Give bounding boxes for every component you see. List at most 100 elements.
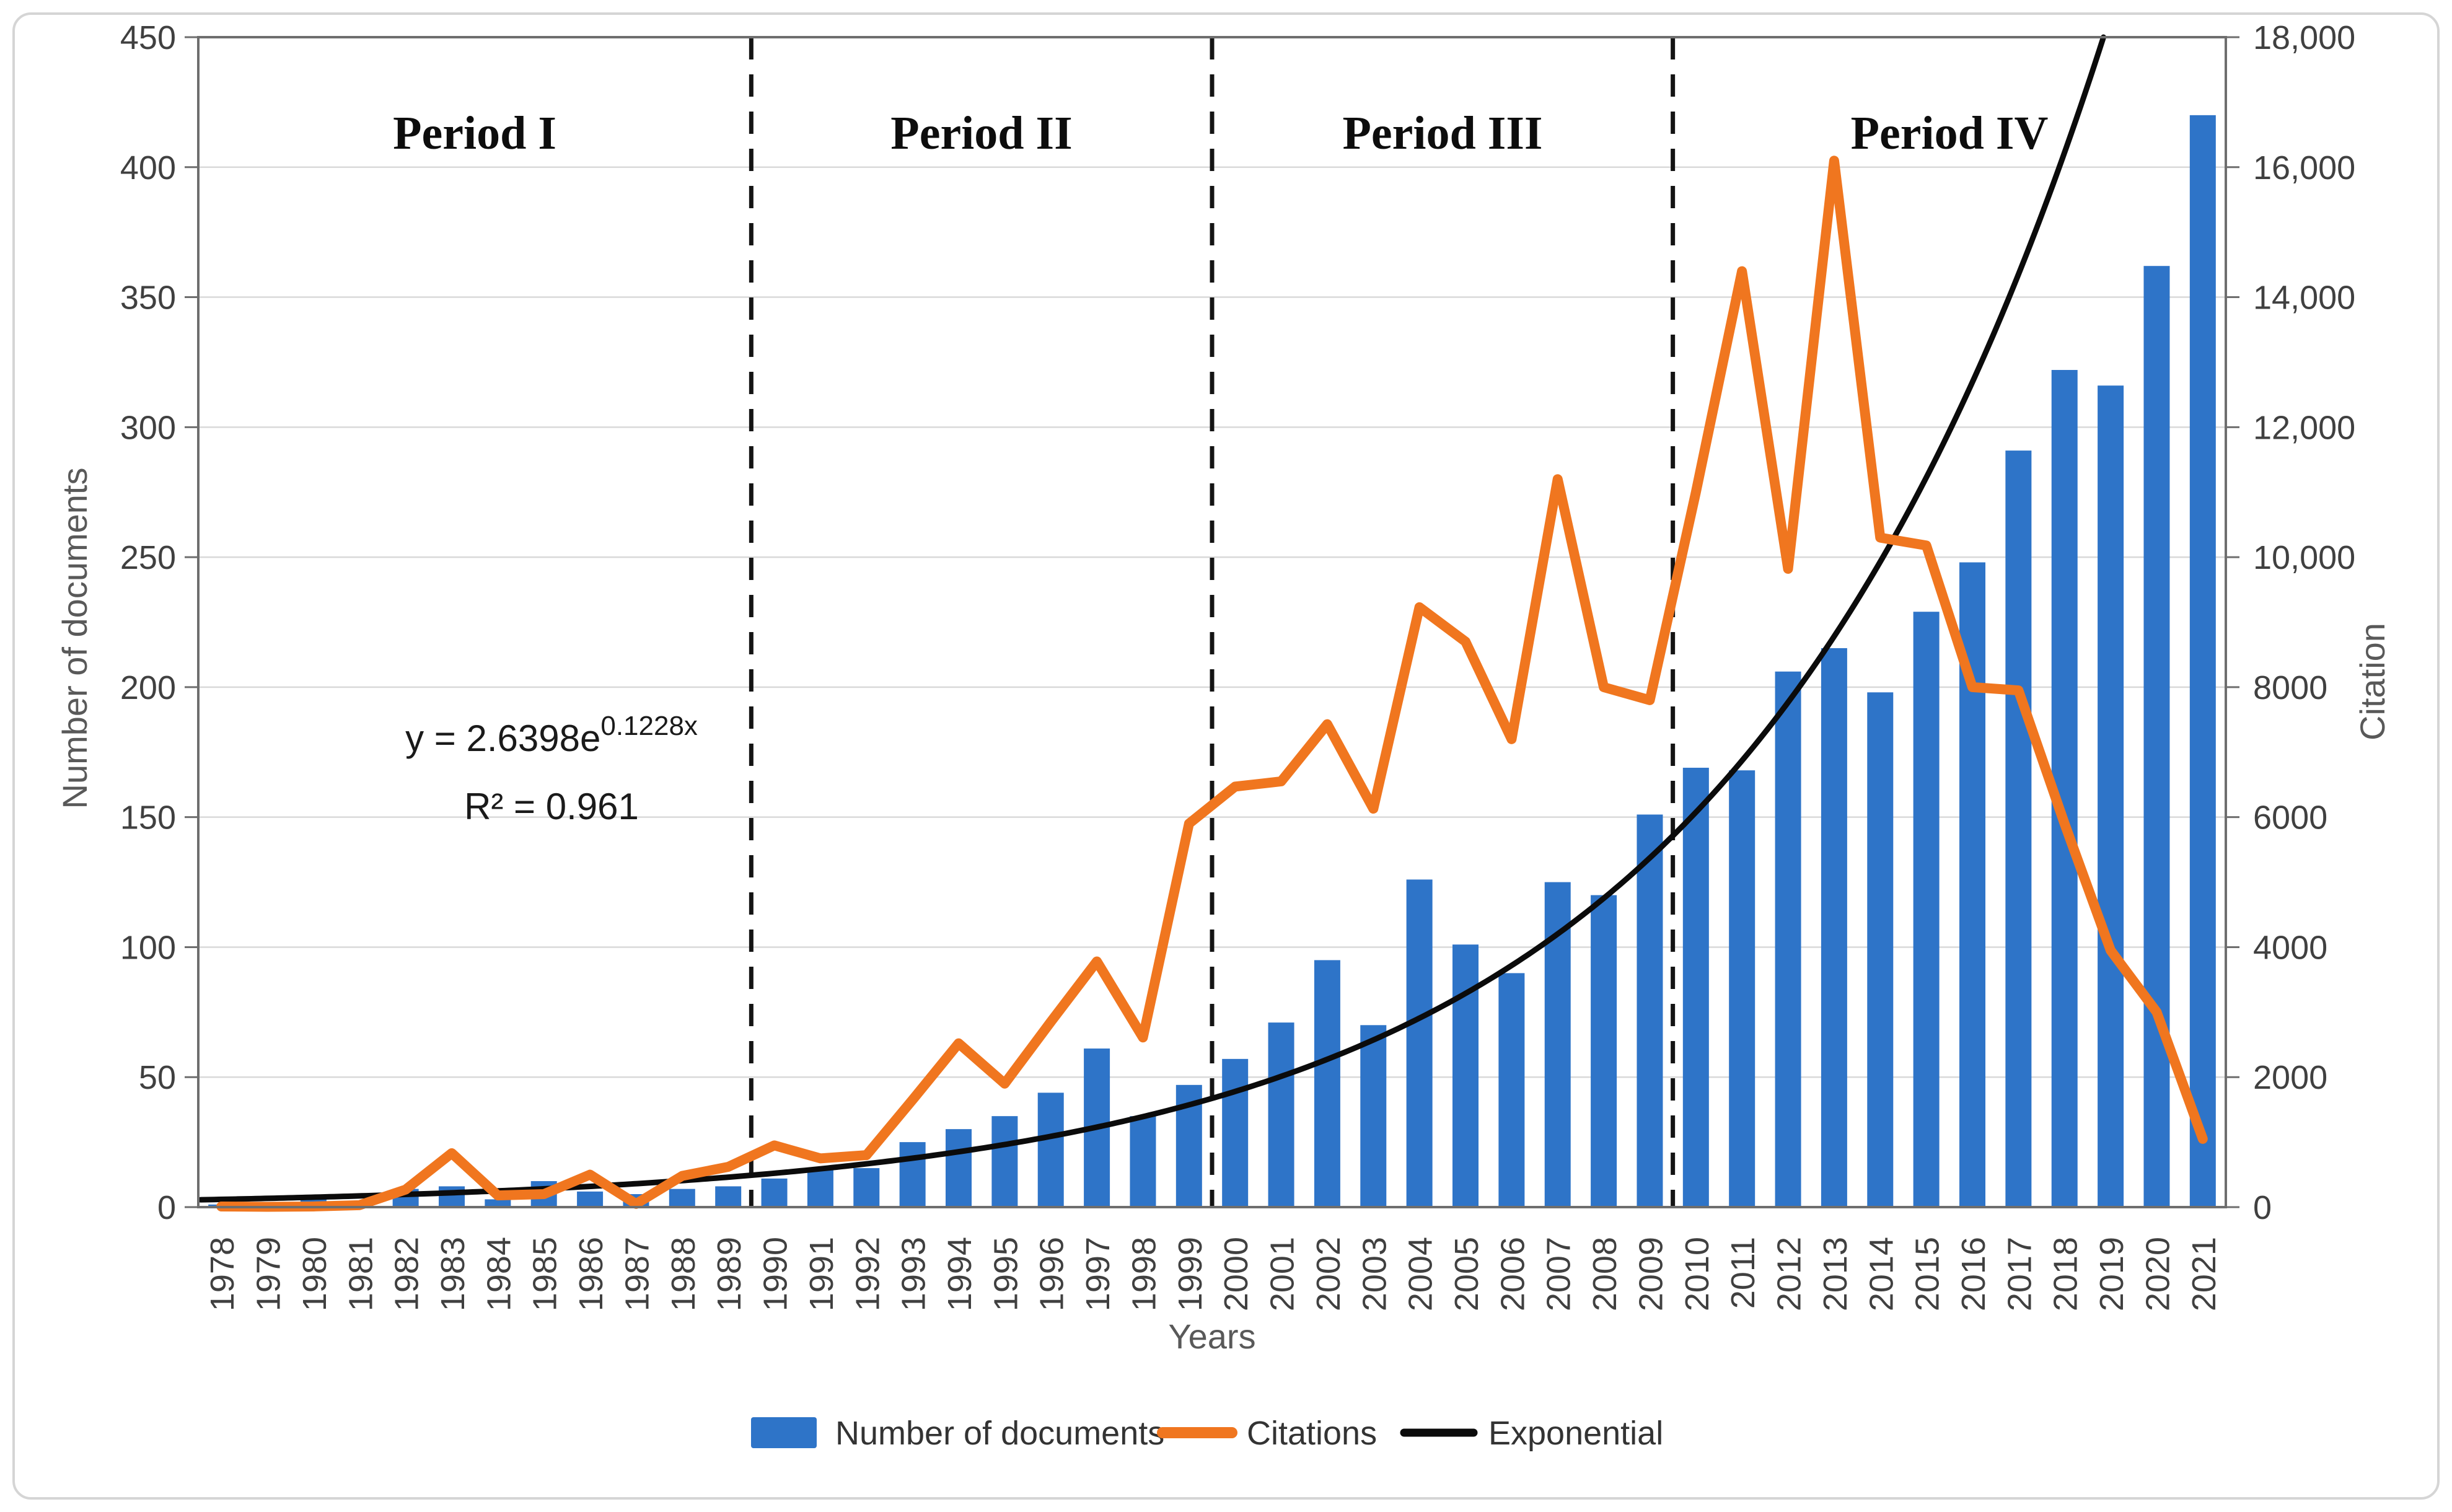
- year-label: 1986: [573, 1237, 610, 1311]
- left-tick-label: 250: [120, 539, 176, 576]
- bar: [853, 1168, 880, 1207]
- year-label: 2015: [1909, 1237, 1946, 1311]
- year-label: 1997: [1079, 1237, 1117, 1311]
- right-axis-ticks: 0 2000 4000 6000 8000 10,000 12,000 14,000 16,00…: [2226, 19, 2355, 1226]
- bar: [1682, 767, 1709, 1207]
- bar: [577, 1191, 604, 1207]
- year-label: 1980: [296, 1237, 333, 1311]
- right-axis-title: Citation: [2353, 623, 2392, 741]
- year-label: 2007: [1540, 1237, 1578, 1311]
- year-label: 2011: [1725, 1237, 1762, 1309]
- left-tick-label: 150: [120, 799, 176, 837]
- year-label: 1985: [527, 1237, 564, 1311]
- legend-label-documents: Number of documents: [835, 1415, 1164, 1452]
- year-label: 2019: [2093, 1237, 2130, 1311]
- right-tick-label: 14,000: [2253, 279, 2355, 317]
- right-tick-label: 2000: [2253, 1059, 2327, 1096]
- bar: [1452, 944, 1479, 1207]
- legend: Number of documents Citations Exponentia…: [751, 1415, 1663, 1452]
- bar: [899, 1142, 926, 1207]
- right-tick-label: 0: [2253, 1189, 2272, 1226]
- period-iii-label: Period III: [1343, 107, 1543, 159]
- bar: [1268, 1022, 1294, 1207]
- left-tick-label: 100: [120, 929, 176, 966]
- year-label: 1992: [849, 1237, 886, 1311]
- citations-polyline: [216, 156, 2208, 1212]
- legend-label-citations: Citations: [1247, 1415, 1377, 1452]
- bar: [715, 1186, 742, 1207]
- period-separators: [749, 37, 1676, 1207]
- year-label: 1991: [803, 1237, 840, 1311]
- x-axis-year-labels: 1978 1979 1980 1981 1982 1983 1984 1985 1986 1987…: [204, 1237, 2223, 1311]
- right-tick-label: 16,000: [2253, 149, 2355, 187]
- year-label: 2008: [1586, 1237, 1624, 1311]
- bar: [1222, 1058, 1249, 1207]
- year-label: 1983: [434, 1237, 472, 1311]
- bar: [1637, 814, 1663, 1207]
- year-label: 2016: [1955, 1237, 1992, 1311]
- year-label: 2001: [1264, 1237, 1301, 1311]
- year-label: 1999: [1172, 1237, 1209, 1311]
- year-label: 2012: [1771, 1237, 1808, 1311]
- year-label: 2009: [1632, 1237, 1669, 1311]
- left-tick-label: 400: [120, 149, 176, 187]
- year-label: 1982: [389, 1237, 426, 1311]
- bar: [1406, 879, 1433, 1207]
- year-label: 2006: [1494, 1237, 1531, 1311]
- right-tick-label: 8000: [2253, 669, 2327, 706]
- year-label: 1978: [204, 1237, 241, 1311]
- bar: [669, 1189, 695, 1207]
- documents-bars: [208, 115, 2216, 1208]
- period-ii-label: Period II: [890, 107, 1072, 159]
- year-label: 2013: [1817, 1237, 1854, 1311]
- bar: [2098, 385, 2124, 1207]
- bar: [1729, 770, 1756, 1207]
- left-axis-title: Number of documents: [55, 468, 94, 809]
- bar: [1591, 895, 1617, 1207]
- year-label: 1994: [941, 1237, 978, 1311]
- bar: [1498, 973, 1525, 1207]
- plot-border: [197, 36, 2227, 1208]
- bar: [485, 1199, 511, 1207]
- year-label: 2000: [1218, 1237, 1255, 1311]
- left-tick-label: 50: [139, 1059, 176, 1096]
- bar: [1314, 960, 1340, 1207]
- bar: [1913, 612, 1940, 1207]
- right-tick-label: 18,000: [2253, 19, 2355, 56]
- figure-border: [12, 12, 2440, 1500]
- year-label: 1990: [757, 1237, 794, 1311]
- year-label: 2018: [2047, 1237, 2085, 1311]
- exponential-path: [198, 34, 2107, 1203]
- bar: [1130, 1116, 1156, 1207]
- year-label: 2005: [1448, 1237, 1485, 1311]
- period-i-label: Period I: [393, 107, 556, 159]
- right-tick-label: 6000: [2253, 799, 2327, 837]
- year-label: 1996: [1034, 1237, 1071, 1311]
- bar: [1867, 692, 1894, 1207]
- year-label: 1987: [618, 1237, 656, 1311]
- citations-line: [216, 156, 2208, 1212]
- bar: [2189, 115, 2216, 1207]
- year-label: 1989: [711, 1237, 748, 1311]
- bar: [2005, 451, 2032, 1208]
- x-axis-title: Years: [1168, 1317, 1255, 1356]
- r-squared-label: R² = 0.961: [464, 786, 639, 827]
- year-label: 1988: [665, 1237, 702, 1311]
- year-label: 2014: [1863, 1237, 1900, 1311]
- year-label: 2017: [2001, 1237, 2038, 1311]
- trendline-equation: y = 2.6398e0.1228x R² = 0.961: [405, 711, 698, 827]
- left-tick-label: 450: [120, 19, 176, 56]
- year-label: 1995: [987, 1237, 1024, 1311]
- year-label: 2003: [1356, 1237, 1393, 1311]
- legend-label-exponential: Exponential: [1488, 1415, 1663, 1452]
- bar: [439, 1186, 465, 1207]
- year-label: 2010: [1679, 1237, 1716, 1311]
- year-label: 2002: [1310, 1237, 1347, 1311]
- right-tick-label: 4000: [2253, 929, 2327, 966]
- left-tick-label: 200: [120, 669, 176, 706]
- bar: [1037, 1092, 1064, 1207]
- year-label: 1981: [342, 1237, 379, 1311]
- year-label: 2004: [1402, 1237, 1439, 1311]
